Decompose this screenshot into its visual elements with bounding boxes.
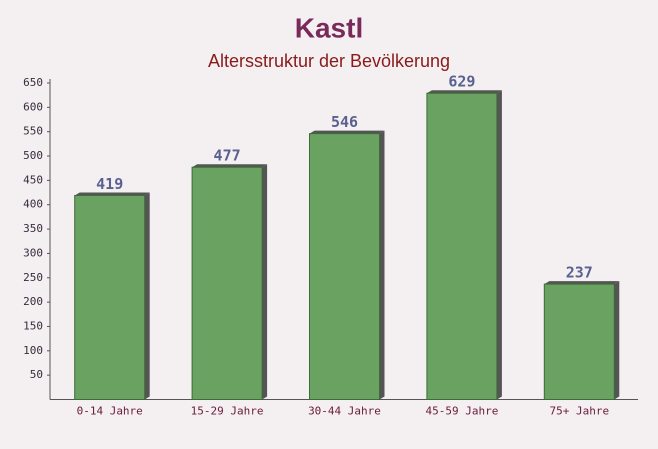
value-label: 629 xyxy=(448,73,475,91)
y-tick-label: 300 xyxy=(23,246,43,259)
bar-shadow xyxy=(544,281,620,285)
x-tick-label: 75+ Jahre xyxy=(549,405,609,418)
bar xyxy=(191,166,263,400)
bar-shadow xyxy=(74,192,150,196)
bar xyxy=(426,92,498,401)
value-label: 419 xyxy=(96,175,123,193)
bar-shadow xyxy=(144,192,150,400)
y-tick-label: 100 xyxy=(23,344,43,357)
chart-subtitle: Altersstruktur der Bevölkerung xyxy=(208,51,450,71)
y-tick-label: 350 xyxy=(23,222,43,235)
y-tick-label: 600 xyxy=(23,100,43,113)
bar-shadow xyxy=(262,164,268,400)
chart-title: Kastl xyxy=(295,12,363,43)
y-tick-label: 550 xyxy=(23,125,43,138)
y-tick-label: 450 xyxy=(23,173,43,186)
value-label: 546 xyxy=(331,113,358,131)
y-tick-label: 200 xyxy=(23,295,43,308)
y-tick-label: 650 xyxy=(23,76,43,89)
bar-shadow xyxy=(496,90,502,400)
bar xyxy=(543,283,615,401)
bar-shadow xyxy=(309,130,385,134)
value-label: 237 xyxy=(566,264,593,282)
bar xyxy=(309,133,380,400)
y-tick-label: 50 xyxy=(30,368,43,381)
bar-shadow xyxy=(192,164,268,168)
x-tick-label: 15-29 Jahre xyxy=(191,405,264,418)
x-tick-label: 30-44 Jahre xyxy=(308,405,381,418)
x-tick-label: 45-59 Jahre xyxy=(425,405,498,418)
y-tick-label: 500 xyxy=(23,149,43,162)
bar-shadow xyxy=(426,90,502,94)
bar xyxy=(74,194,146,400)
y-tick-label: 400 xyxy=(23,198,43,211)
bar-shadow xyxy=(379,130,385,400)
bar-shadow xyxy=(614,281,620,400)
x-tick-label: 0-14 Jahre xyxy=(77,405,143,418)
value-label: 477 xyxy=(214,147,241,165)
y-tick-label: 250 xyxy=(23,271,43,284)
y-tick-label: 150 xyxy=(23,319,43,332)
